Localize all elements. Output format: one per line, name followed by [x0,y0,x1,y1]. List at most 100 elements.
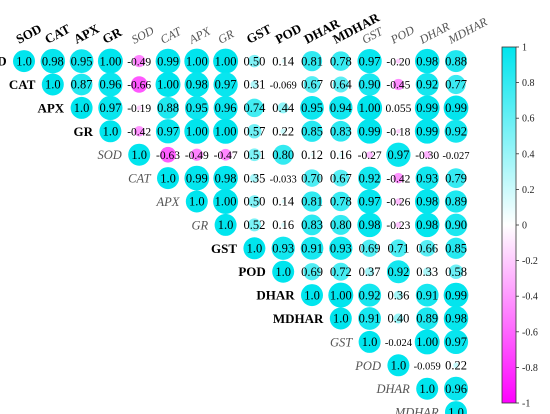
heatmap-value-9-14: 0.33 [416,265,438,279]
heatmap-circle-3-13 [396,129,401,134]
heatmap-value-3-9: 0.22 [272,125,294,139]
row-label-7: GR [192,218,209,232]
heatmap-circle-5-8 [250,173,259,183]
heatmap-value-2-6: 0.95 [186,101,208,115]
heatmap-value-6-14: 0.98 [416,195,438,209]
heatmap-value-1-4: -0.66 [127,80,151,92]
heatmap-circle-5-6 [184,165,210,191]
heatmap-circle-7-14 [414,212,440,238]
heatmap-value-10-13: 0.36 [387,288,409,302]
heatmap-circle-6-6 [185,190,208,213]
heatmap-value-4-13: 0.97 [387,148,409,162]
heatmap-circle-1-10 [303,76,321,93]
heatmap-circle-8-15 [445,237,467,259]
heatmap-circle-6-15 [444,190,468,213]
heatmap-circle-1-5 [155,72,181,97]
heatmap-value-5-12: 0.92 [359,171,381,185]
heatmap-circle-1-3 [98,72,123,97]
colorbar-tick-label-3: 0.4 [522,149,535,160]
heatmap-value-7-7: 1.0 [218,218,234,232]
heatmap-value-3-11: 0.83 [330,125,352,139]
heatmap-value-2-7: 0.96 [215,101,237,115]
heatmap-value-7-15: 0.90 [445,218,467,232]
heatmap-value-11-14: 0.89 [416,312,438,326]
heatmap-circle-2-9 [277,102,289,114]
heatmap-value-3-7: 1.00 [215,125,237,139]
column-label-3: GR [100,24,125,47]
heatmap-value-5-5: 1.0 [160,171,176,185]
column-label-0: SOD [13,21,44,47]
heatmap-circle-8-8 [243,237,266,260]
heatmap-value-12-13: -0.024 [385,338,413,349]
heatmap-circle-3-5 [155,119,181,144]
heatmap-circle-2-3 [98,95,123,121]
heatmap-value-3-14: 0.99 [416,125,438,139]
heatmap-circle-6-12 [357,189,382,214]
heatmap-value-4-6: -0.49 [185,150,209,162]
heatmap-value-3-15: 0.92 [445,125,467,139]
heatmap-circle-1-13 [392,78,405,91]
heatmap-value-4-9: 0.80 [272,148,294,162]
heatmap-circle-4-10 [310,153,314,157]
heatmap-value-5-13: -0.42 [386,173,410,185]
heatmap-circle-9-15 [448,264,464,279]
heatmap-value-11-11: 1.0 [333,312,349,326]
heatmap-value-12-15: 0.97 [445,335,467,349]
colorbar-tick-label-4: 0.2 [522,185,535,196]
heatmap-circle-1-1 [41,73,64,96]
column-label-15: MDHAR [445,14,490,47]
row-labels: SODCATAPXGRSODCATAPXGRGSTPODDHARMDHARGST… [0,54,439,414]
heatmap-circle-2-7 [213,95,238,120]
heatmap-value-8-9: 0.93 [272,242,294,256]
heatmap-value-6-9: 0.14 [272,195,295,209]
heatmap-value-14-15: 0.96 [445,382,467,396]
heatmap-circle-5-13 [393,172,404,184]
heatmap-value-4-14: -0.30 [415,150,439,162]
colorbar-tick-label-1: 0.8 [522,78,535,89]
heatmap-value-13-13: 1.0 [391,359,407,373]
heatmap-circle-3-6 [184,118,210,144]
heatmap-value-3-12: 0.99 [359,125,381,139]
colorbar-tick-label-9: -0.8 [522,363,538,374]
heatmap-value-13-15: 0.22 [445,359,467,373]
heatmap-value-4-8: 0.51 [243,148,265,162]
heatmap-circle-9-9 [272,260,295,283]
heatmap-circle-4-8 [248,148,261,162]
heatmap-value-3-6: 1.00 [186,125,208,139]
heatmap-value-0-8: 0.50 [243,54,265,68]
heatmap-circle-6-8 [248,195,261,208]
heatmap-value-0-9: 0.14 [272,54,295,68]
heatmap-circle-3-8 [247,124,262,139]
heatmap-value-2-2: 1.0 [74,101,90,115]
heatmap-value-1-2: 0.87 [71,78,93,92]
heatmap-circle-8-14 [418,240,436,257]
heatmap-value-6-8: 0.50 [243,195,265,209]
heatmap-circle-8-13 [389,239,408,258]
heatmap-circle-2-14 [414,95,440,121]
heatmap-circle-4-11 [338,152,343,157]
colorbar-tick-label-6: -0.2 [522,256,538,267]
heatmap-value-3-3: 1.0 [103,125,119,139]
heatmap-value-9-9: 1.0 [275,265,291,279]
heatmap-circle-9-13 [386,260,410,284]
heatmap-circle-0-2 [69,49,94,73]
heatmap-circle-1-7 [213,72,238,97]
column-label-8: GST [244,21,274,47]
heatmap-circle-0-12 [357,48,382,74]
heatmap-circle-0-4 [133,54,146,68]
heatmap-value-2-8: 0.74 [243,101,266,115]
heatmap-circle-11-14 [416,307,439,330]
heatmap-value-0-11: 0.78 [330,54,352,68]
heatmap-value-5-9: -0.033 [270,174,297,185]
heatmap-value-0-6: 1.00 [186,54,208,68]
heatmap-value-1-5: 1.00 [157,78,179,92]
heatmap-value-0-2: 0.95 [71,54,93,68]
heatmap-circle-4-7 [219,148,232,161]
heatmap-value-5-7: 0.98 [215,171,237,185]
heatmap-value-1-3: 0.96 [99,78,121,92]
heatmap-circle-7-8 [247,218,261,232]
heatmap-value-8-14: 0.66 [416,242,438,256]
heatmap-value-5-6: 0.99 [186,171,208,185]
row-label-8: GST [211,241,237,256]
